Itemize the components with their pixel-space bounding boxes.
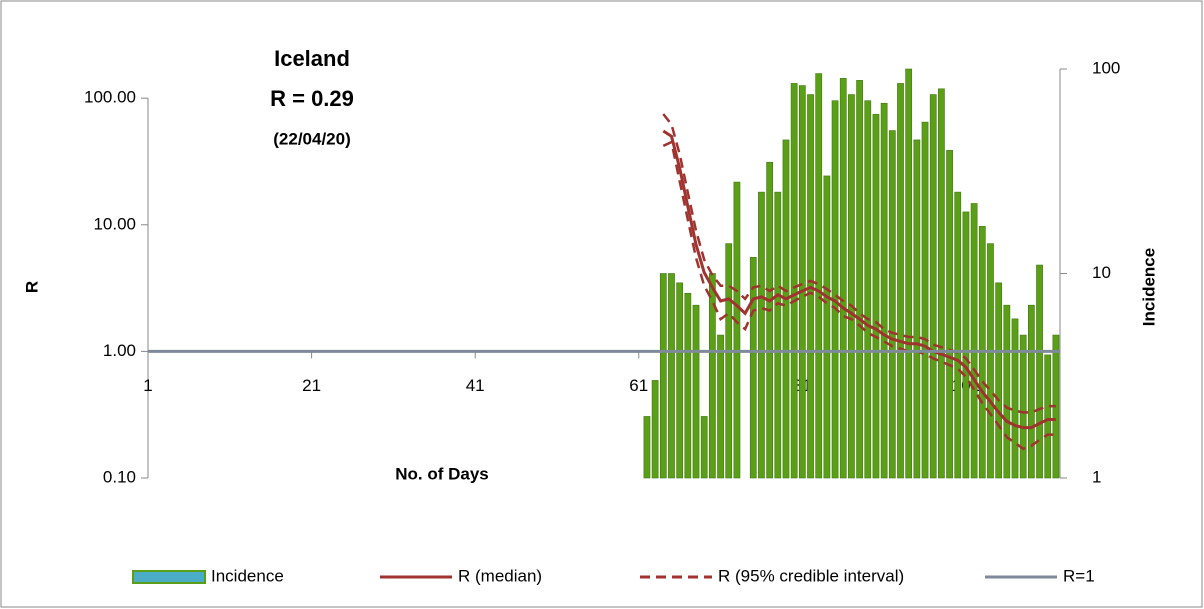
legend-label: R (median): [458, 566, 542, 585]
bar: [717, 334, 724, 479]
annotation: (22/04/20): [273, 129, 351, 148]
bar: [1019, 334, 1027, 479]
interval-line: [662, 140, 1056, 451]
bar: [643, 416, 651, 479]
x-tick-label: 1: [143, 376, 152, 395]
bar: [725, 243, 733, 479]
bar: [880, 102, 888, 479]
bar: [921, 121, 929, 479]
bar: [856, 80, 863, 479]
legend-label: R=1: [1063, 566, 1095, 585]
bar: [929, 94, 937, 479]
bar: [897, 83, 904, 479]
bar: [1036, 264, 1043, 479]
bar: [987, 243, 994, 479]
bar: [938, 88, 945, 479]
x-tick-label: 21: [302, 376, 321, 395]
y-tick-label: 0.10: [103, 467, 136, 486]
bar: [1011, 318, 1019, 479]
bar: [651, 380, 659, 479]
bar: [962, 211, 970, 479]
bar: [872, 114, 880, 479]
bar: [1003, 304, 1011, 479]
bar: [995, 282, 1003, 479]
bar: [946, 150, 953, 479]
annotation: R = 0.29: [270, 86, 354, 111]
bar: [668, 273, 675, 479]
bar: [676, 282, 684, 479]
y2-tick-label: 100: [1092, 58, 1120, 77]
bar: [970, 203, 978, 479]
y2-tick-label: 10: [1092, 263, 1111, 282]
bar: [913, 139, 921, 479]
bar: [659, 273, 667, 479]
bar: [782, 139, 790, 479]
bar: [766, 161, 773, 479]
bar: [774, 191, 782, 479]
y2-axis-label: Incidence: [1139, 248, 1158, 326]
legend-swatch: [132, 570, 206, 584]
bar: [700, 416, 708, 479]
bar: [864, 100, 872, 479]
x-tick-label: 41: [466, 376, 485, 395]
annotation: Iceland: [274, 46, 350, 71]
bar: [831, 100, 839, 479]
bar: [848, 94, 855, 479]
bar: [888, 130, 896, 479]
bar: [798, 85, 806, 479]
bar: [692, 304, 700, 479]
y-axis-label: R: [22, 281, 41, 293]
bar: [749, 257, 757, 479]
bar: [758, 191, 765, 479]
bar: [1028, 304, 1035, 479]
legend-label: R (95% credible interval): [718, 566, 904, 585]
bar: [733, 181, 741, 479]
line: [662, 129, 1056, 430]
bar: [1044, 354, 1052, 479]
bar: [684, 293, 692, 479]
y2-tick-label: 1: [1092, 467, 1101, 486]
bar: [815, 73, 823, 479]
x-tick-label: 61: [629, 376, 648, 395]
bar: [823, 175, 831, 479]
y-tick-label: 100.00: [84, 88, 136, 107]
bar: [905, 68, 913, 479]
bar: [954, 191, 962, 479]
legend-label: Incidence: [211, 566, 284, 585]
bar: [790, 83, 798, 479]
bar: [839, 78, 847, 479]
y-tick-label: 1.00: [103, 341, 136, 360]
y-tick-label: 10.00: [93, 214, 136, 233]
x-axis-label: No. of Days: [395, 464, 489, 483]
